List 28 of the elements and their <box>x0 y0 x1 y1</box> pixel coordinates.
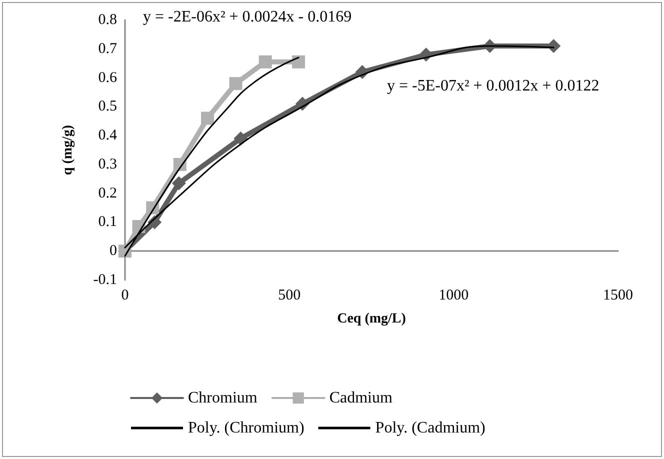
x-tick-label: 0 <box>121 288 129 304</box>
y-tick-label: 0.8 <box>98 12 117 28</box>
point <box>200 112 214 125</box>
y-tick-label: 0.4 <box>98 128 118 144</box>
x-axis-title: Ceq (mg/L) <box>337 312 406 326</box>
x-tick-label: 1500 <box>603 288 633 304</box>
y-tick-label: 0.3 <box>98 156 117 172</box>
annotation: y = -5E-07x² + 0.0012x + 0.0122 <box>387 78 600 94</box>
point <box>234 131 248 146</box>
point <box>229 77 242 90</box>
point <box>258 55 272 68</box>
point <box>292 55 306 68</box>
y-tick-label: 0.1 <box>98 214 117 230</box>
y-axis-title: q (mg/g) <box>60 124 76 176</box>
legend-label: Poly. (Chromium) <box>188 420 304 436</box>
point <box>172 176 186 190</box>
y-tick-label: 0.7 <box>98 40 118 57</box>
legend-label: Poly. (Cadmium) <box>375 420 486 436</box>
legend-label: Chromium <box>188 390 258 406</box>
legend-label: Cadmium <box>329 390 393 406</box>
y-tick-label: 0.5 <box>98 98 117 115</box>
x-tick-label: 1000 <box>438 288 469 304</box>
y-tick-label: 0.2 <box>98 185 117 202</box>
y-tick-label: 0 <box>110 243 117 260</box>
x-tick-label: 500 <box>278 288 301 304</box>
annotation: y = -2E-06x² + 0.0024x - 0.0169 <box>143 8 352 26</box>
y-tick-label: -0.1 <box>93 272 117 288</box>
y-tick-label: 0.6 <box>98 70 118 86</box>
